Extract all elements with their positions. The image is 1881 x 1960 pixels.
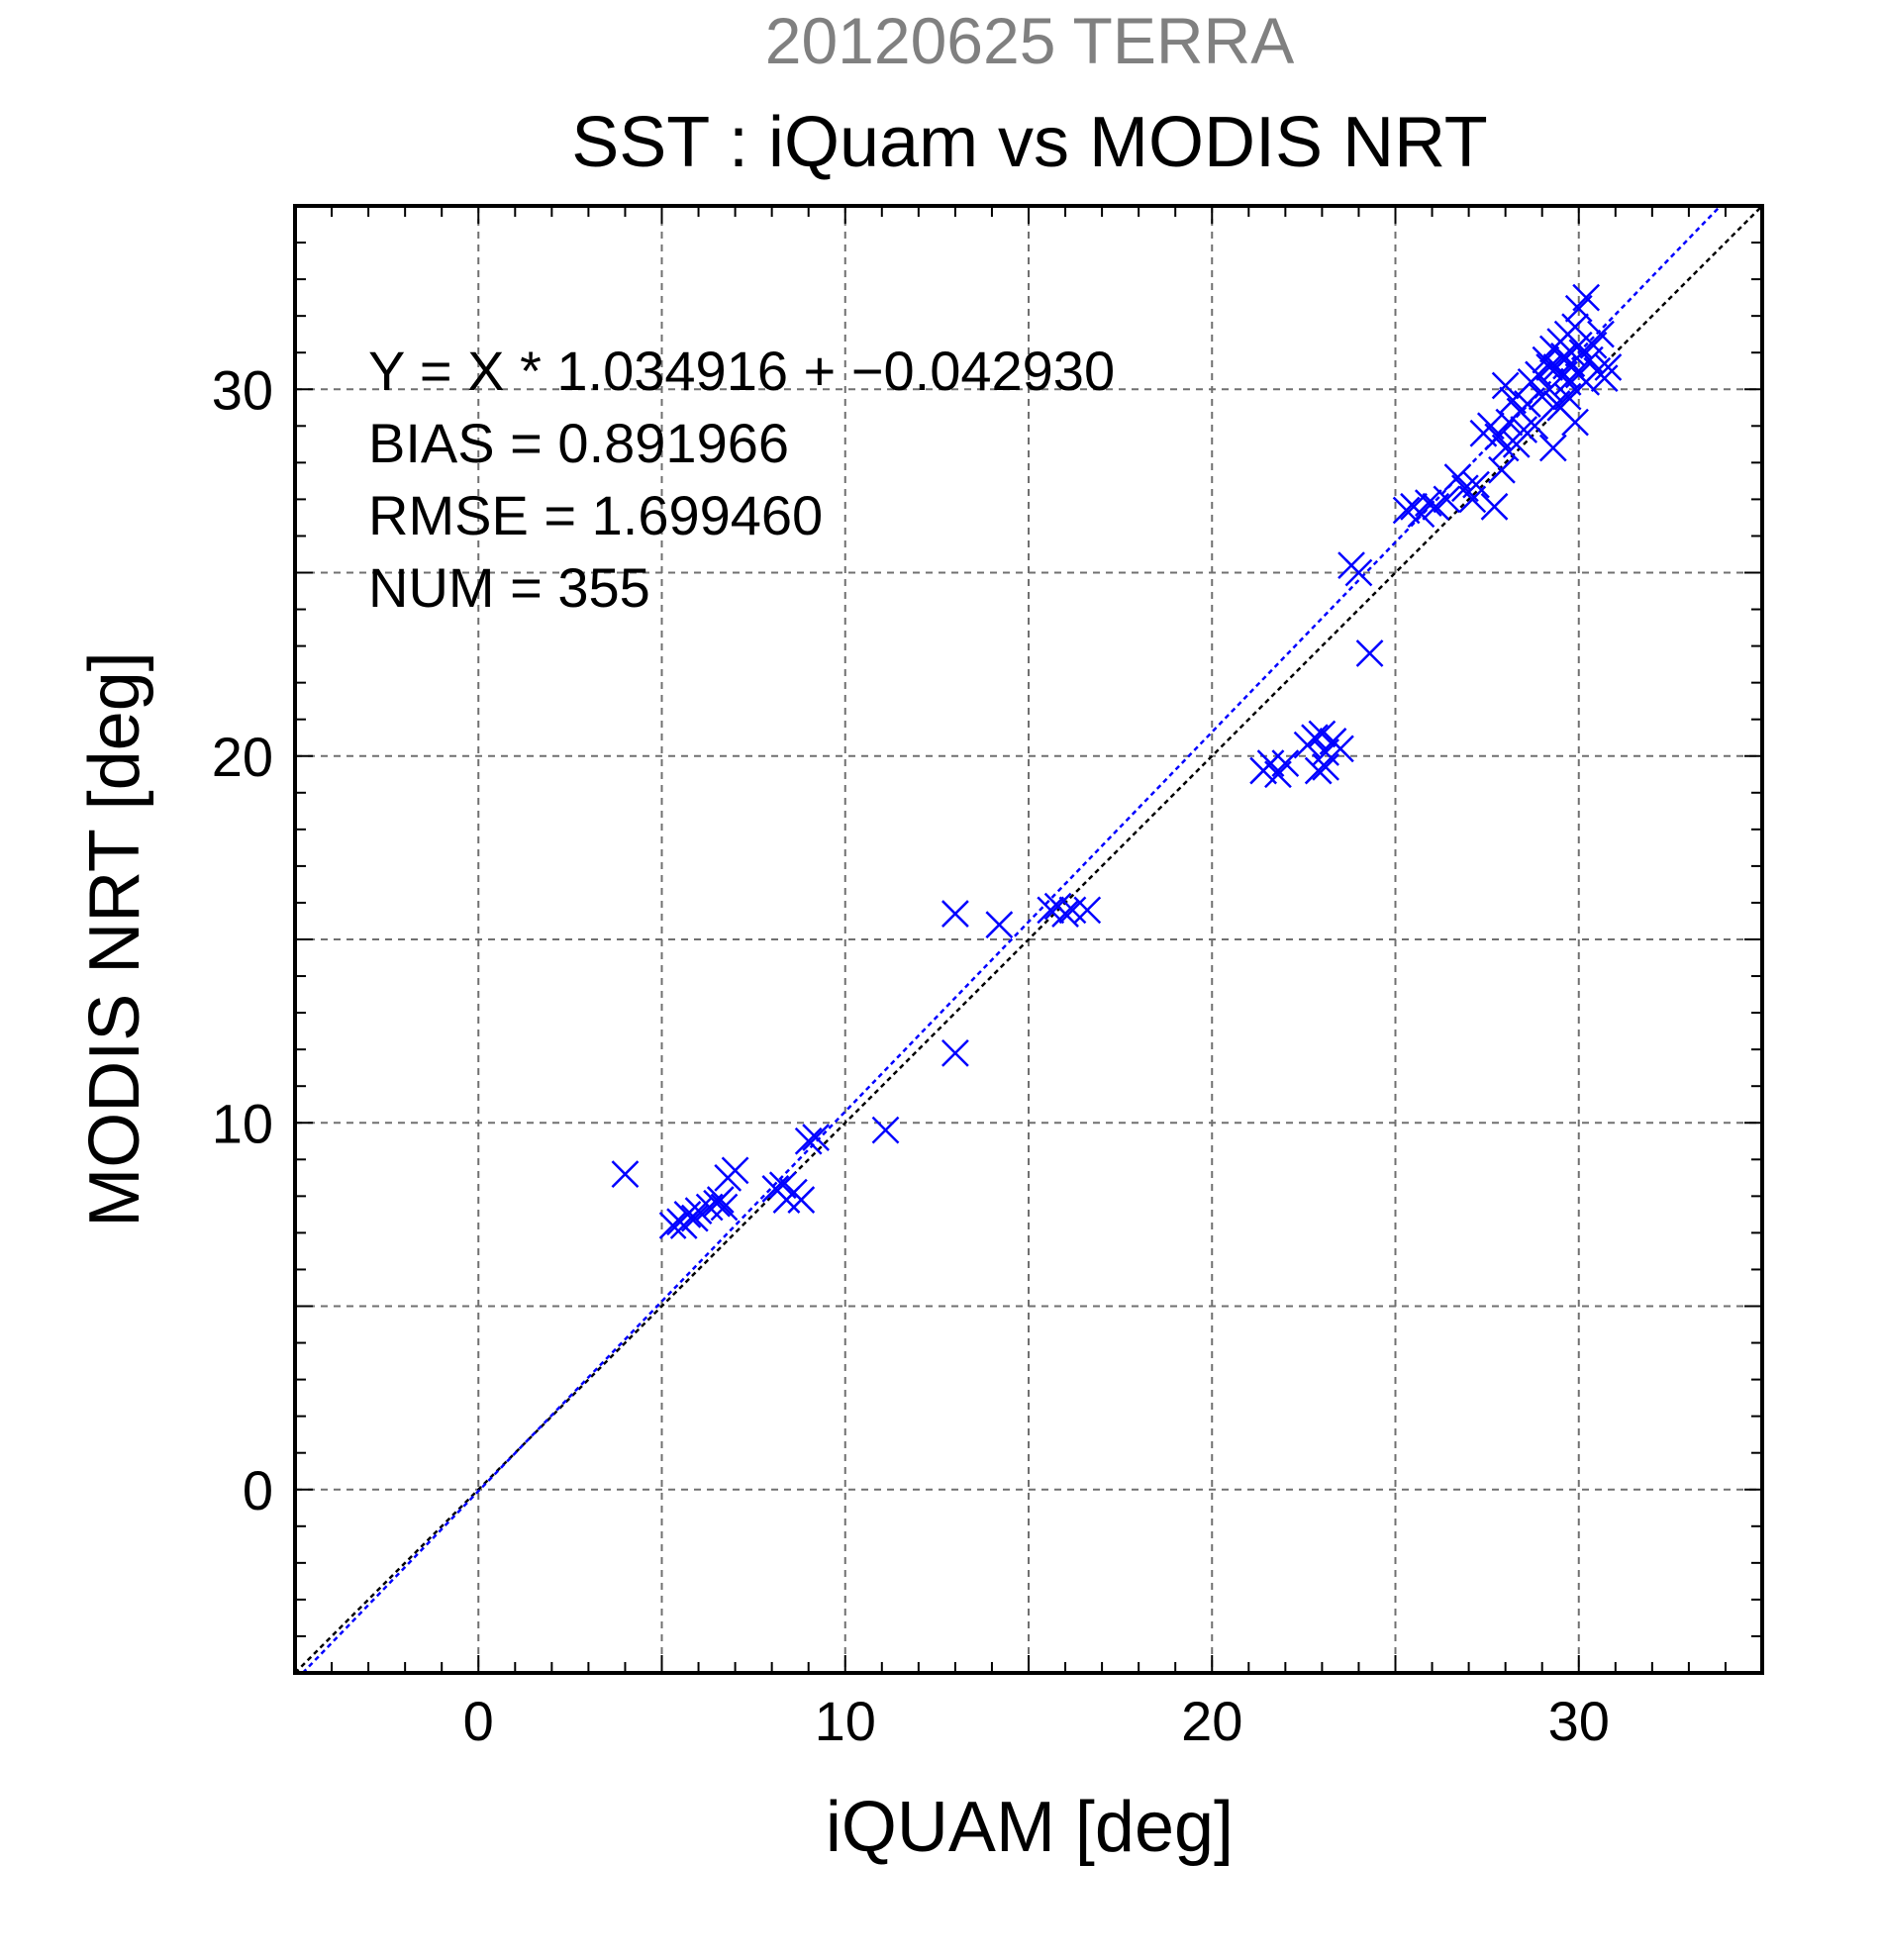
data-point: [1433, 485, 1461, 514]
data-point: [941, 1038, 969, 1067]
data-point: [1564, 331, 1593, 359]
data-point: [1271, 749, 1300, 778]
data-point: [1073, 896, 1102, 925]
data-point: [941, 900, 969, 928]
data-point: [1301, 724, 1329, 752]
data-point: [1572, 283, 1601, 312]
data-point: [985, 911, 1014, 939]
data-point: [684, 1197, 713, 1225]
tick-labels: 0 10 20 30 0 10 20 30: [212, 358, 1610, 1752]
data-point: [1304, 756, 1333, 785]
stats-annotation: Y = X * 1.034916 + −0.042930 BIAS = 0.89…: [368, 340, 1115, 619]
x-tick-label: 30: [1548, 1690, 1610, 1752]
data-point: [658, 1212, 687, 1239]
data-point: [1521, 412, 1549, 441]
stats-num: NUM = 355: [368, 556, 650, 619]
identity-line: [294, 205, 1763, 1674]
y-axis-label: MODIS NRT [deg]: [75, 651, 154, 1227]
y-tick-label: 30: [212, 358, 273, 421]
stats-equation: Y = X * 1.034916 + −0.042930: [368, 340, 1115, 402]
reference-lines: [294, 205, 1763, 1674]
data-point: [1312, 752, 1339, 781]
data-point: [1510, 416, 1538, 443]
data-point: [802, 1124, 830, 1151]
data-point: [680, 1204, 709, 1232]
data-point: [1538, 434, 1567, 462]
stats-rmse: RMSE = 1.699460: [368, 484, 823, 546]
data-point: [1462, 470, 1490, 499]
data-point: [1355, 639, 1384, 667]
x-tick-label: 10: [815, 1690, 876, 1752]
data-point: [1553, 382, 1582, 411]
data-point: [1480, 492, 1509, 521]
data-point: [721, 1156, 749, 1185]
data-point: [1327, 735, 1354, 763]
data-point: [1058, 896, 1087, 925]
data-point: [706, 1186, 735, 1214]
data-point: [1491, 371, 1520, 400]
stats-bias: BIAS = 0.891966: [368, 412, 789, 474]
data-point: [1414, 489, 1442, 517]
x-tick-label: 0: [463, 1690, 494, 1752]
data-points: [611, 283, 1623, 1239]
data-point: [1344, 558, 1373, 587]
grid: [295, 206, 1762, 1673]
regression-line: [301, 205, 1722, 1674]
data-point: [794, 1127, 823, 1155]
data-point: [1594, 353, 1623, 381]
y-tick-label: 10: [212, 1092, 273, 1154]
data-point: [1535, 353, 1563, 381]
data-point: [1587, 320, 1615, 348]
plot-area-frame: [293, 204, 1764, 1675]
chart-subtitle: SST : iQuam vs MODIS NRT: [571, 103, 1488, 182]
x-tick-label: 20: [1181, 1690, 1242, 1752]
data-point: [673, 1200, 702, 1228]
data-point: [611, 1160, 640, 1189]
x-axis-label: iQUAM [deg]: [826, 1788, 1234, 1867]
data-point: [1590, 364, 1619, 393]
data-point: [871, 1116, 900, 1144]
data-point: [710, 1193, 739, 1222]
data-point: [787, 1186, 816, 1214]
y-tick-label: 20: [212, 726, 273, 788]
chart-title: 20120625 TERRA: [765, 4, 1294, 77]
y-tick-label: 0: [243, 1459, 273, 1521]
